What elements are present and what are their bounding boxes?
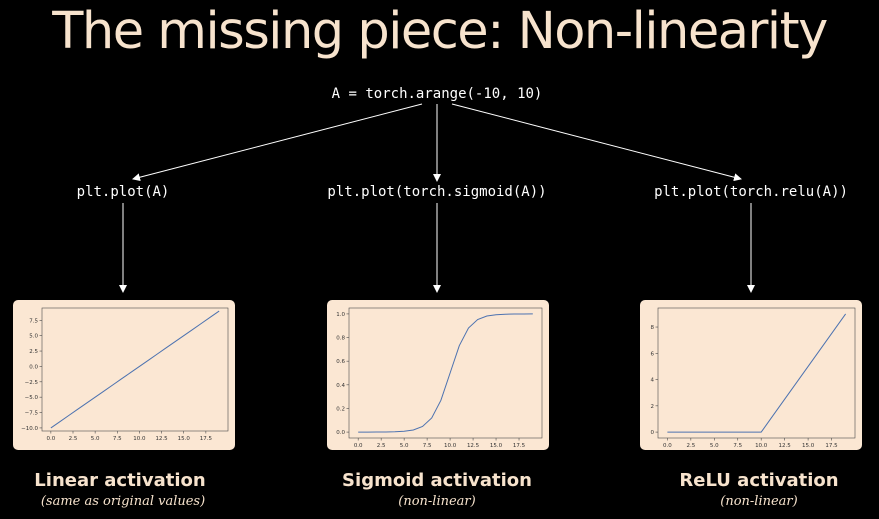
y-tick-label: 8: [651, 325, 655, 331]
x-tick-label: 5.0: [91, 436, 100, 442]
x-tick-label: 7.5: [113, 436, 122, 442]
relu-sublabel: (non-linear): [720, 494, 798, 509]
x-tick-label: 12.5: [467, 443, 480, 449]
x-tick-label: 12.5: [779, 443, 792, 449]
y-tick-label: 5.0: [29, 334, 38, 340]
series-line: [667, 313, 847, 433]
x-tick-label: 2.5: [686, 443, 695, 449]
x-tick-label: 15.0: [802, 443, 815, 449]
relu-chart: 0.0 2.5 5.0 7.5 10.0 12.5 15.0 17.5 0 2 4 6 8: [651, 307, 856, 449]
arrow-root-to-linear: [132, 103, 423, 182]
y-tick-label: 0.0: [29, 364, 38, 370]
x-tick-label: 7.5: [733, 443, 742, 449]
x-tick-label: 2.5: [377, 443, 386, 449]
linear-label: Linear activation: [34, 470, 206, 491]
y-tick-label: 0.0: [336, 430, 345, 436]
plot-frame: [41, 307, 229, 432]
y-tick-label: 0.6: [336, 359, 345, 365]
linear-code: plt.plot(A): [76, 184, 170, 200]
linear-chart: 0.0 2.5 5.0 7.5 10.0 12.5 15.0 17.5 −10.0 −7.5 −5.…: [21, 307, 229, 442]
x-tick-label: 0.0: [354, 443, 363, 449]
y-tick-label: 0.2: [336, 406, 345, 412]
relu-chart-card: 0.0 2.5 5.0 7.5 10.0 12.5 15.0 17.5 0 2 4 6 8: [640, 300, 862, 450]
y-tick-label: −5.0: [25, 395, 39, 401]
linear-chart-card: 0.0 2.5 5.0 7.5 10.0 12.5 15.0 17.5 −10.0 −7.5 −5.…: [13, 300, 235, 450]
arrow-root-to-relu: [451, 103, 742, 182]
x-tick-label: 15.0: [178, 436, 191, 442]
root-code: A = torch.arange(-10, 10): [331, 86, 543, 102]
y-tick-label: 2: [651, 404, 655, 410]
y-tick-label: 0.4: [336, 383, 345, 389]
y-tick-label: −7.5: [25, 411, 39, 417]
x-tick-label: 17.5: [513, 443, 526, 449]
series-line: [358, 313, 533, 433]
y-tick-label: 7.5: [29, 318, 38, 324]
y-tick-label: 4: [651, 378, 655, 384]
x-tick-label: 17.5: [200, 436, 213, 442]
x-tick-label: 10.0: [444, 443, 457, 449]
x-tick-label: 0.0: [663, 443, 672, 449]
y-tick-label: 2.5: [29, 349, 38, 355]
linear-sublabel: (same as original values): [40, 494, 206, 509]
plot-frame: [657, 307, 856, 439]
y-tick-label: −2.5: [25, 380, 39, 386]
x-tick-label: 2.5: [69, 436, 78, 442]
sigmoid-sublabel: (non-linear): [398, 494, 476, 509]
x-tick-label: 10.0: [133, 436, 146, 442]
x-tick-label: 17.5: [825, 443, 838, 449]
plot-frame: [348, 307, 543, 439]
y-tick-label: 0: [651, 430, 655, 436]
y-tick-label: 1.0: [336, 312, 345, 318]
sigmoid-chart: 0.0 2.5 5.0 7.5 10.0 12.5 15.0 17.5 0.0 0.2 0.4 0.6…: [336, 307, 543, 449]
y-tick-label: −10.0: [21, 426, 38, 432]
sigmoid-label: Sigmoid activation: [342, 470, 532, 491]
y-tick-label: 0.8: [336, 336, 345, 342]
relu-label: ReLU activation: [679, 470, 839, 491]
sigmoid-code: plt.plot(torch.sigmoid(A)): [327, 184, 547, 200]
series-line: [50, 310, 220, 429]
relu-code: plt.plot(torch.relu(A)): [654, 184, 848, 200]
x-tick-label: 10.0: [755, 443, 768, 449]
x-tick-label: 5.0: [710, 443, 719, 449]
x-tick-label: 5.0: [400, 443, 409, 449]
sigmoid-chart-card: 0.0 2.5 5.0 7.5 10.0 12.5 15.0 17.5 0.0 0.2 0.4 0.6…: [327, 300, 549, 450]
page-title: The missing piece: Non-linearity: [52, 2, 828, 61]
x-tick-label: 0.0: [46, 436, 55, 442]
x-tick-label: 7.5: [423, 443, 432, 449]
x-tick-label: 12.5: [155, 436, 168, 442]
x-tick-label: 15.0: [490, 443, 503, 449]
y-tick-label: 6: [651, 351, 655, 357]
